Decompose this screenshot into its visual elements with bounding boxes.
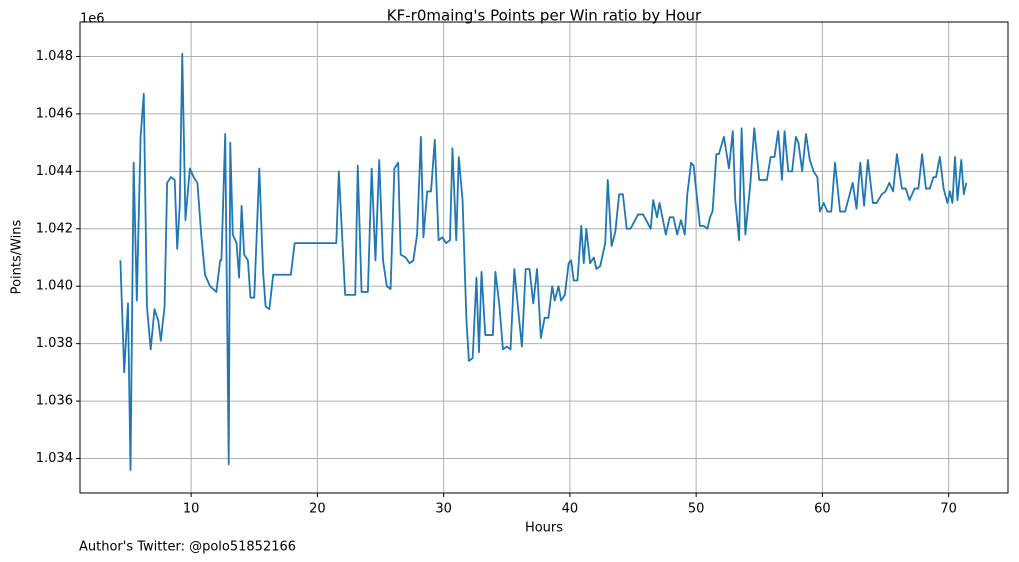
x-tick-label: 50	[688, 502, 705, 517]
x-tick-label: 70	[940, 502, 957, 517]
y-tick-label: 1.046	[36, 106, 73, 121]
x-tick-label: 40	[562, 502, 579, 517]
y-axis-label: Points/Wins	[10, 219, 25, 294]
y-tick-label: 1.034	[36, 451, 73, 466]
y-tick-label: 1.048	[36, 49, 73, 64]
x-tick-label: 20	[309, 502, 326, 517]
y-tick-label: 1.044	[36, 164, 73, 179]
x-tick-label: 10	[183, 502, 200, 517]
y-tick-label: 1.042	[36, 221, 73, 236]
footnote: Author's Twitter: @polo51852166	[79, 540, 296, 555]
y-tick-label: 1.040	[36, 279, 73, 294]
plot-frame	[79, 21, 1009, 494]
data-line	[119, 52, 968, 471]
x-axis-label: Hours	[525, 521, 563, 536]
x-tick-label: 60	[814, 502, 831, 517]
chart-title: KF-r0maing's Points per Win ratio by Hou…	[387, 7, 702, 25]
y-offset-label: 1e6	[80, 12, 105, 27]
y-tick-label: 1.038	[36, 336, 73, 351]
y-tick-label: 1.036	[36, 394, 73, 409]
x-tick-label: 30	[435, 502, 452, 517]
